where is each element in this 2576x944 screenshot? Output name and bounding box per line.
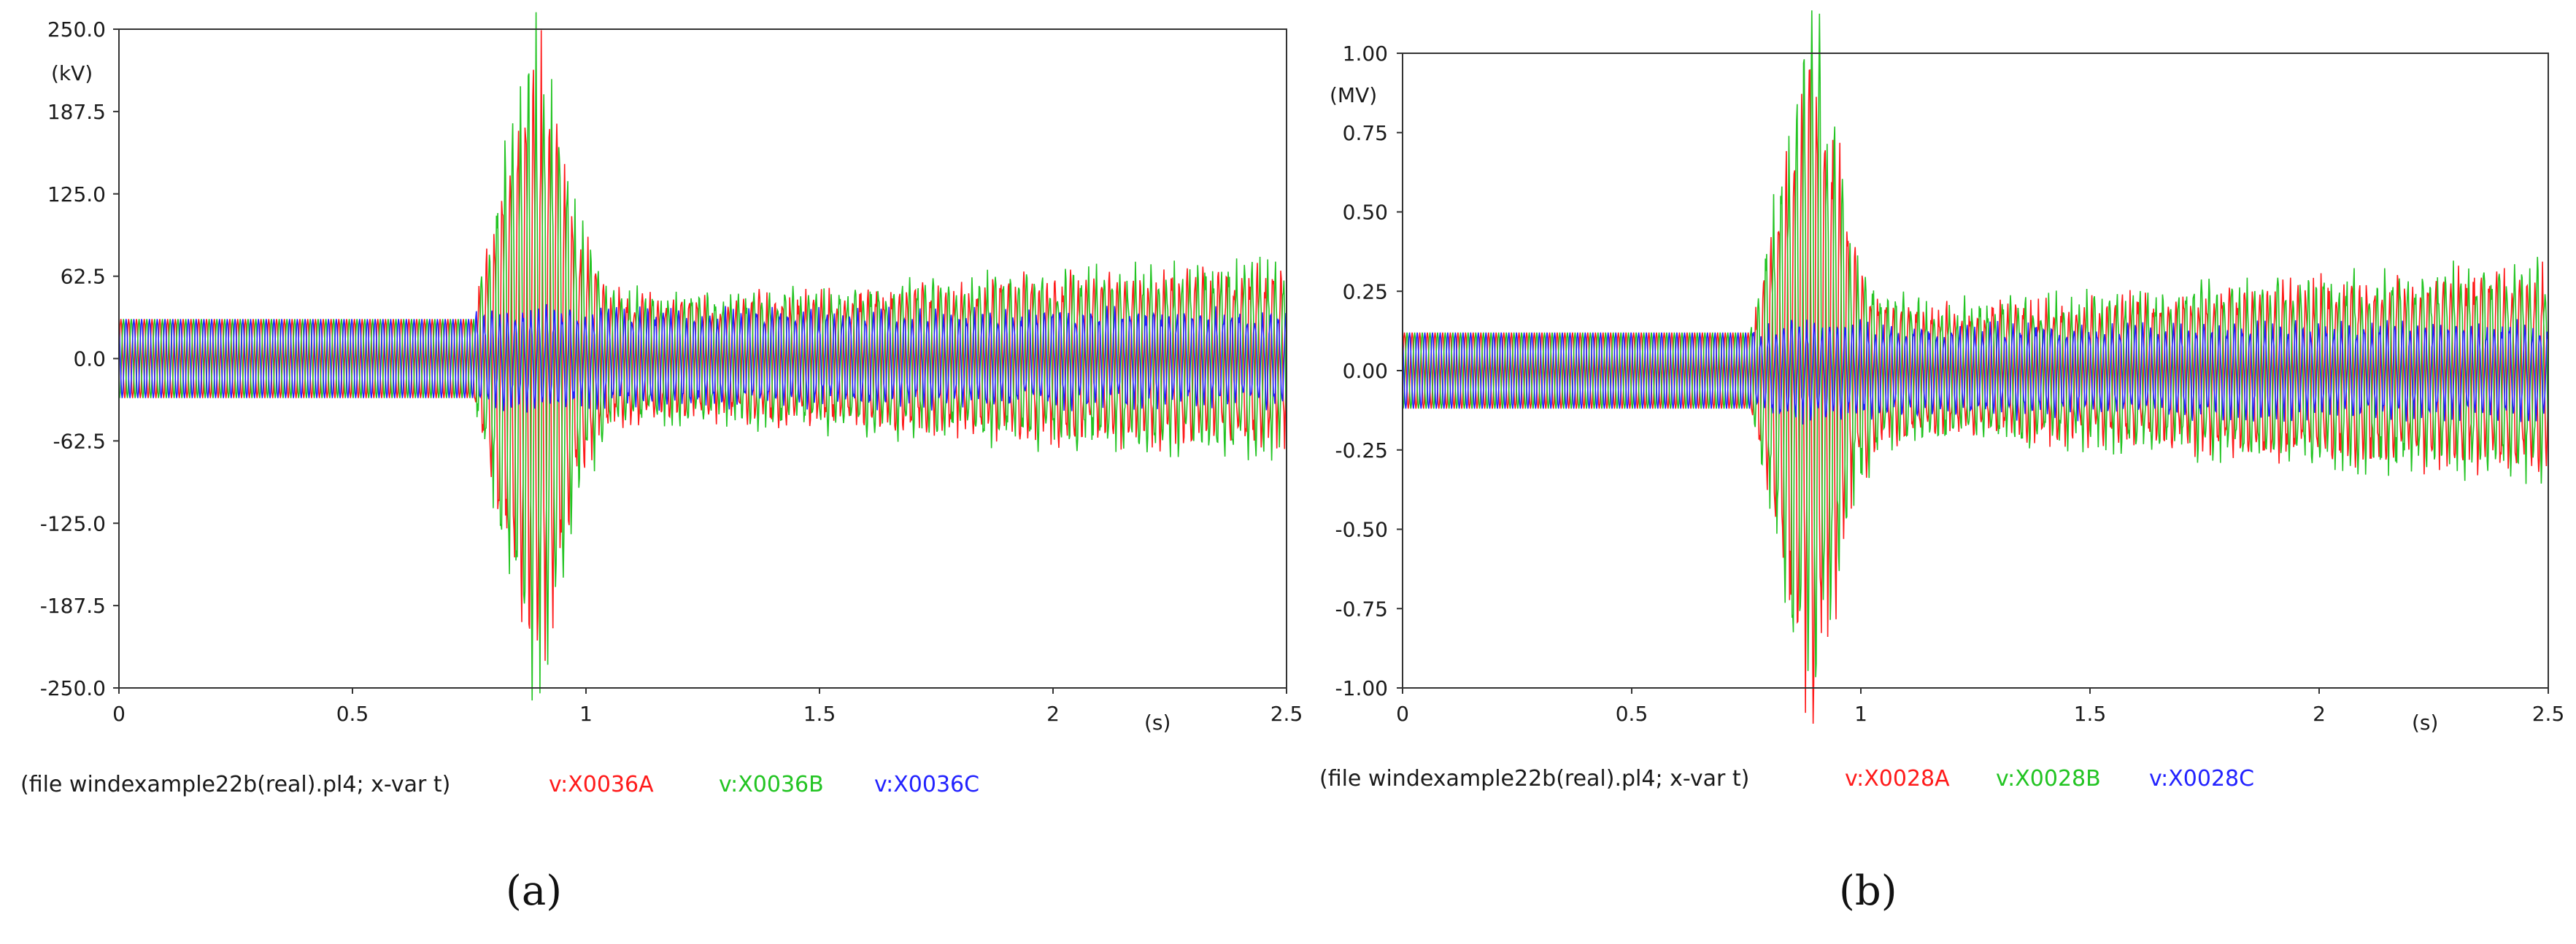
y-tick-label: -187.5 — [40, 594, 106, 618]
x-tick-label: 2.5 — [2532, 702, 2565, 726]
plot-area-b — [1402, 10, 2549, 724]
y-tick-label: -0.75 — [1335, 597, 1388, 621]
y-axis-a: 250.0 187.5 125.0 62.5 0.0 -62.5 -125.0 -187.5 -… — [40, 18, 119, 700]
x-tick-label: 0 — [1396, 702, 1409, 726]
y-tick-label: -1.00 — [1335, 676, 1388, 700]
plot-area-a — [118, 12, 1287, 701]
chart-panel-b: 1.000.750.500.250.00-0.25-0.50-0.75-1.00… — [1319, 10, 2564, 915]
y-tick-label: 0.0 — [73, 347, 106, 371]
x-tick-label: 1.5 — [803, 702, 836, 726]
y-tick-label: -62.5 — [53, 429, 106, 453]
panel-caption-a: (a) — [506, 867, 562, 915]
chart-panel-a: 250.0 187.5 125.0 62.5 0.0 -62.5 -125.0 -187.5 -… — [20, 12, 1303, 915]
x-tick-label: 0.5 — [336, 702, 369, 726]
legend-b: (file windexample22b(real).pl4; x-var t)… — [1319, 766, 2254, 792]
y-axis-b: 1.00 0.75 0.50 0.25 0.00 -0.25 -0.50 -0.75 -1.00 — [1335, 42, 1403, 700]
legend-series-b-1: v:X0028B — [1996, 766, 2101, 792]
y-tick-label: 0.25 — [1343, 279, 1388, 303]
y-tick-label: -0.25 — [1335, 438, 1388, 463]
y-tick-label: 1.00 — [1343, 42, 1388, 66]
x-tick-label: 2 — [2313, 702, 2326, 726]
series-line-v:X0036A — [118, 30, 1287, 661]
legend-series-a-1: v:X0036B — [719, 772, 824, 797]
y-unit-b: (MV) — [1330, 83, 1377, 107]
legend-series-b-0: v:X0028A — [1845, 766, 1950, 792]
x-tick-label: 0.5 — [1616, 702, 1648, 726]
series-line-v:X0036C — [118, 303, 1287, 413]
legend-series-a-2: v:X0036C — [874, 772, 979, 797]
y-tick-label: -250.0 — [40, 676, 106, 700]
y-tick-label: 0.50 — [1343, 201, 1388, 225]
y-unit-a: (kV) — [51, 61, 93, 85]
panel-caption-b: (b) — [1839, 867, 1897, 915]
x-unit-b: (s) — [2412, 711, 2438, 735]
legend-series-b-2: v:X0028C — [2149, 766, 2254, 792]
series-line-v:X0028C — [1402, 319, 2549, 425]
y-tick-label: 187.5 — [47, 100, 106, 124]
y-tick-label: 125.0 — [47, 182, 106, 206]
x-tick-label: 2 — [1046, 702, 1060, 726]
y-tick-label: 62.5 — [61, 265, 106, 289]
legend-a: (file windexample22b(real).pl4; x-var t)… — [20, 772, 979, 797]
x-tick-label: 1.5 — [2074, 702, 2107, 726]
y-tick-label: -125.0 — [40, 511, 106, 535]
x-tick-label: 1 — [1854, 702, 1867, 726]
legend-series-a-0: v:X0036A — [549, 772, 654, 797]
legend-file-b: (file windexample22b(real).pl4; x-var t) — [1319, 766, 1749, 792]
legend-file-a: (file windexample22b(real).pl4; x-var t) — [20, 772, 450, 797]
series-line-v:X0036B — [118, 12, 1287, 701]
x-axis-b: 0 0.5 1 1.5 2 2.5 — [1396, 688, 2564, 726]
x-tick-label: 0 — [112, 702, 126, 726]
y-tick-label: 0.75 — [1343, 121, 1388, 145]
y-tick-label: 250.0 — [47, 18, 106, 42]
x-axis-a: 0 0.5 1 1.5 2 2.5 — [112, 688, 1303, 726]
x-tick-label: 2.5 — [1270, 702, 1303, 726]
x-tick-label: 1 — [579, 702, 593, 726]
x-unit-a: (s) — [1144, 711, 1171, 735]
series-line-v:X0028B — [1402, 10, 2549, 678]
series-line-v:X0028A — [1402, 69, 2549, 724]
y-tick-label: 0.00 — [1343, 359, 1388, 383]
y-tick-label: -0.50 — [1335, 518, 1388, 542]
